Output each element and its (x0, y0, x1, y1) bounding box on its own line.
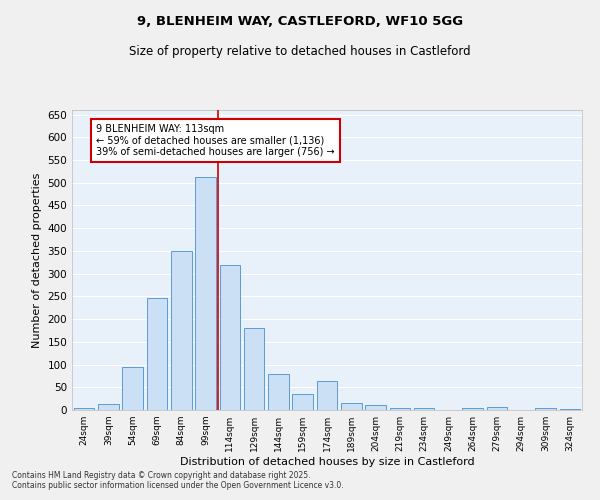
Bar (146, 298, 167, 410)
Bar (487, 407, 508, 410)
Bar (98, 404, 119, 410)
Bar (341, 403, 362, 410)
Text: 9 BLENHEIM WAY: 113sqm
← 59% of detached houses are smaller (1,136)
39% of semi-: 9 BLENHEIM WAY: 113sqm ← 59% of detached… (96, 124, 335, 157)
Bar (414, 408, 434, 410)
Bar (292, 394, 313, 410)
Text: 9, BLENHEIM WAY, CASTLEFORD, WF10 5GG: 9, BLENHEIM WAY, CASTLEFORD, WF10 5GG (137, 15, 463, 28)
Bar (195, 178, 216, 410)
Bar (535, 408, 556, 410)
Bar (463, 408, 483, 410)
Text: Size of property relative to detached houses in Castleford: Size of property relative to detached ho… (129, 45, 471, 58)
Bar (365, 406, 386, 410)
Bar (389, 408, 410, 410)
Bar (74, 408, 94, 410)
Bar (560, 408, 580, 410)
X-axis label: Distribution of detached houses by size in Castleford: Distribution of detached houses by size … (179, 457, 475, 467)
Text: Contains HM Land Registry data © Crown copyright and database right 2025.
Contai: Contains HM Land Registry data © Crown c… (12, 470, 344, 490)
Bar (268, 374, 289, 410)
Bar (220, 264, 240, 410)
Bar (122, 367, 143, 410)
Bar (317, 382, 337, 410)
Y-axis label: Number of detached properties: Number of detached properties (32, 172, 42, 348)
Bar (171, 251, 191, 410)
Bar (244, 328, 265, 410)
